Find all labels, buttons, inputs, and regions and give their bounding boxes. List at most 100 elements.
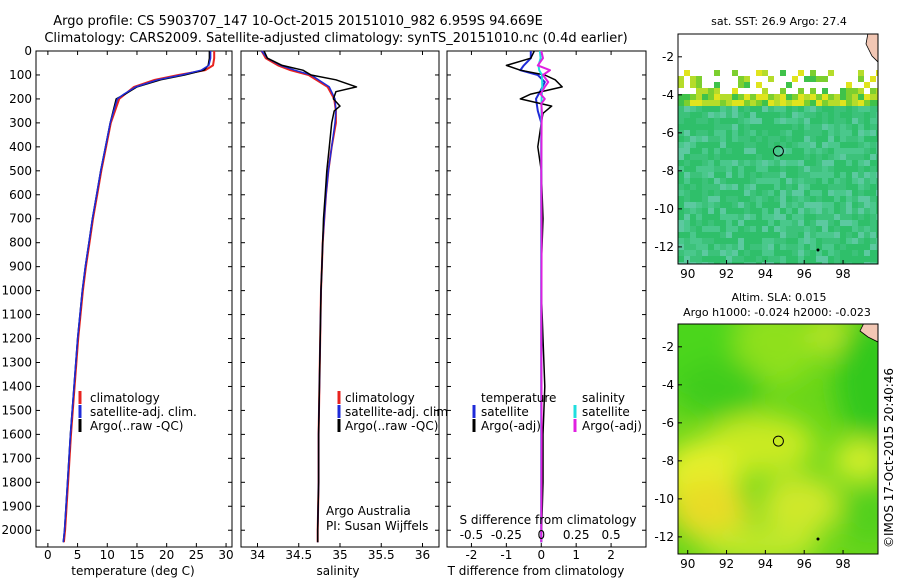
s-difference-tick-label: -0.25: [491, 528, 522, 542]
sla-map-field: [678, 324, 878, 554]
map-y-tick-label: -10: [654, 492, 674, 506]
sst-map-axes: 90 92 94 96 98 -2 -4 -6 -8 -10 -12: [654, 50, 850, 281]
legend-t-argo-label: Argo(-adj): [481, 419, 541, 433]
s-difference-label: S difference from climatology: [460, 513, 637, 527]
difference-depth-ticks: [447, 50, 646, 531]
figure-title-line-2: Climatology: CARS2009. Satellite-adjuste…: [44, 31, 627, 46]
depth-tick-label: 1700: [1, 451, 32, 465]
temperature-axes-frame: [35, 50, 233, 548]
depth-tick-label: 400: [9, 140, 32, 154]
salinity-panel: 34 34.5 35 35.5 36 salinity climatology sate…: [240, 50, 452, 578]
difference-legend: temperature satellite Argo(-adj) salinit…: [472, 391, 642, 433]
map-y-tick-label: -8: [662, 454, 674, 468]
x-tick-label: 1: [572, 548, 580, 562]
x-tick-label: 15: [129, 548, 144, 562]
figure-title-line-1: Argo profile: CS 5903707_147 10-Oct-2015…: [53, 14, 543, 29]
sst-map-title: sat. SST: 26.9 Argo: 27.4: [711, 15, 847, 28]
depth-tick-label: 0: [24, 44, 32, 58]
sst-map-panel: sat. SST: 26.9 Argo: 27.4 90 92 94 96 98 -2 -4…: [654, 15, 879, 281]
depth-tick-label: 300: [9, 116, 32, 130]
temperature-legend: climatology satellite-adj. clim. Argo(..…: [78, 391, 197, 433]
legend-argo-label: Argo(..raw -QC): [90, 419, 183, 433]
legend-satellite-label: satellite-adj. clim.: [90, 405, 197, 419]
map-y-tick-label: -2: [662, 340, 674, 354]
salinity-x-axis: 34 34.5 35 35.5 36: [250, 51, 430, 562]
map-x-tick-label: 94: [758, 267, 773, 281]
depth-tick-label: 600: [9, 188, 32, 202]
x-tick-label: 5: [74, 548, 82, 562]
copyright-timestamp: ©IMOS 17-Oct-2015 20:40:46: [882, 368, 896, 548]
legend-salinity-heading: salinity: [582, 391, 625, 405]
legend-climatology-label: climatology: [345, 391, 415, 405]
x-tick-label: 34: [250, 548, 265, 562]
depth-tick-label: 1200: [1, 332, 32, 346]
legend-s-argo-label: Argo(-adj): [582, 419, 642, 433]
x-tick-label: 0: [44, 548, 52, 562]
legend-satellite-label: satellite-adj. clim.: [345, 405, 452, 419]
x-tick-label: 36: [415, 548, 430, 562]
depth-tick-label: 700: [9, 212, 32, 226]
legend-t-satellite-label: satellite: [481, 405, 529, 419]
map-x-tick-label: 96: [797, 557, 812, 571]
legend-s-satellite-label: satellite: [582, 405, 630, 419]
map-x-tick-label: 94: [758, 557, 773, 571]
map-y-tick-label: -10: [654, 202, 674, 216]
map-y-tick-label: -12: [654, 240, 674, 254]
map-x-tick-label: 92: [719, 267, 734, 281]
salinity-legend: climatology satellite-adj. clim. Argo(..…: [337, 391, 452, 433]
legend-argo-label: Argo(..raw -QC): [345, 419, 438, 433]
legend-climatology-label: climatology: [90, 391, 160, 405]
salinity-axes-frame: [240, 50, 440, 548]
x-tick-label: 35: [332, 548, 347, 562]
s-difference-tick-label: 0: [537, 528, 545, 542]
map-x-tick-label: 90: [680, 557, 695, 571]
x-tick-label: 34.5: [285, 548, 312, 562]
sla-map-frame: [677, 323, 879, 555]
depth-tick-label: 1000: [1, 284, 32, 298]
depth-tick-label: 1400: [1, 379, 32, 393]
legend-temperature-heading: temperature: [481, 391, 556, 405]
credit-line-1: Argo Australia: [326, 504, 411, 518]
sla-map-title-line-2: Argo h1000: -0.024 h2000: -0.023: [683, 306, 871, 319]
map-y-tick-label: -2: [662, 50, 674, 64]
temperature-series-lines: [62, 51, 216, 543]
sla-map-panel: Altim. SLA: 0.015 Argo h1000: -0.024 h20…: [654, 291, 879, 571]
temperature-x-axis: 0 5 10 15 20 25 30: [44, 51, 234, 562]
x-tick-label: 20: [159, 548, 174, 562]
t-difference-x-label: T difference from climatology: [447, 564, 625, 578]
t-difference-x-axis: -2 -1 0 1 2: [465, 51, 615, 562]
sla-map-axes: 90 92 94 96 98 -2 -4 -6 -8 -10 -12: [654, 340, 850, 571]
difference-panel: -2 -1 0 1 2 temperature satellite Argo(-adj)…: [446, 50, 647, 578]
depth-tick-label: 1600: [1, 427, 32, 441]
depth-tick-label: 1900: [1, 499, 32, 513]
argo-float-position-marker: [772, 145, 784, 157]
series-line-argo-raw-qc: [62, 51, 212, 543]
x-tick-label: 25: [189, 548, 204, 562]
depth-tick-label: 200: [9, 92, 32, 106]
map-y-tick-label: -4: [662, 88, 674, 102]
map-x-tick-label: 90: [680, 267, 695, 281]
s-difference-axis: -0.5 -0.25 0 0.25 0.5: [460, 528, 621, 542]
series-line-argo-adj: [536, 50, 551, 543]
credit-line-2: PI: Susan Wijffels: [326, 519, 428, 533]
depth-tick-label: 1800: [1, 475, 32, 489]
salinity-series-lines: [260, 50, 358, 543]
temperature-panel: 0100200300400500600700800900100011001200…: [1, 44, 233, 578]
map-y-tick-label: -6: [662, 416, 674, 430]
salinity-depth-ticks: [241, 50, 439, 531]
map-x-tick-label: 96: [797, 267, 812, 281]
x-tick-label: 2: [607, 548, 615, 562]
map-y-tick-label: -6: [662, 126, 674, 140]
map-y-tick-label: -12: [654, 530, 674, 544]
x-tick-label: -1: [500, 548, 512, 562]
depth-axis: 0 100 200 300 400 500 600 700 800 900 1000 1100 1200…: [1, 44, 232, 537]
depth-tick-label: 800: [9, 236, 32, 250]
x-tick-label: 35.5: [368, 548, 395, 562]
salinity-x-label: salinity: [316, 564, 359, 578]
depth-tick-label: 900: [9, 260, 32, 274]
s-difference-tick-label: -0.5: [460, 528, 483, 542]
s-difference-tick-label: 0.25: [563, 528, 590, 542]
depth-tick-label: 500: [9, 164, 32, 178]
depth-tick-label: 1300: [1, 355, 32, 369]
difference-series-lines: [505, 50, 563, 543]
